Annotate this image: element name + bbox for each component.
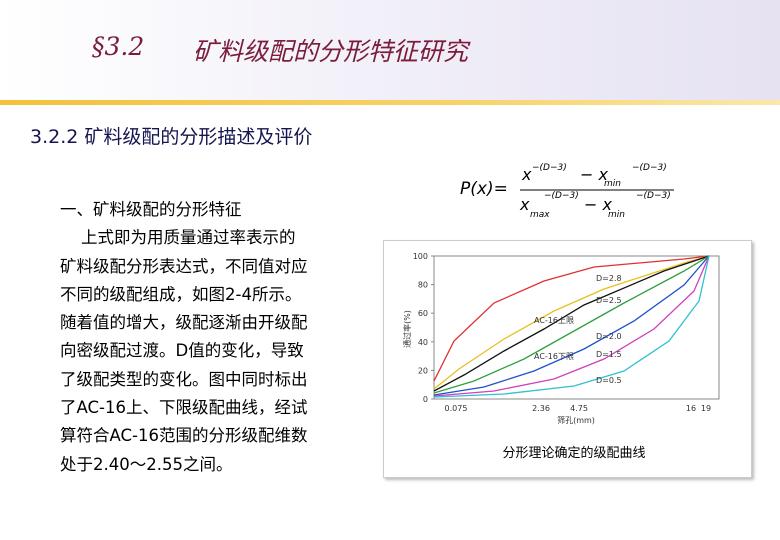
figure-caption: 分形理论确定的级配曲线 — [502, 445, 645, 461]
body-line: 上式即为用质量通过率表示的 — [60, 228, 296, 248]
body-line: 矿料级配分形表达式，不同值对应 — [60, 256, 308, 276]
formula-part: − x — [584, 195, 612, 214]
body-line: 向密级配过渡。D值的变化，导致 — [60, 341, 304, 361]
formula-part: −(D−3) — [544, 191, 579, 201]
subtitle: 3.2.2 矿料级配的分形描述及评价 — [30, 126, 313, 148]
y-tick-label: 100 — [413, 252, 428, 261]
body-line: 随着值的增大，级配逐渐由开级配 — [60, 313, 308, 333]
body-line: 了级配类型的变化。图中同时标出 — [60, 369, 308, 389]
formula-part: max — [530, 210, 550, 220]
formula-part: min — [608, 210, 625, 220]
y-tick-label: 20 — [418, 366, 428, 375]
formula-part: min — [604, 179, 621, 189]
curve-label: D=0.5 — [596, 376, 622, 385]
formula-part: x — [519, 195, 530, 214]
y-tick-label: 80 — [418, 281, 428, 290]
curves — [433, 255, 710, 398]
x-tick-label: 19 — [701, 404, 711, 413]
header-rule — [0, 100, 780, 105]
body-line: 不同的级配组成，如图2-4所示。 — [60, 284, 302, 304]
x-tick-label: 16 — [686, 404, 696, 413]
curve-label: AC-16下限 — [534, 352, 574, 361]
y-tick-label: 0 — [423, 395, 428, 404]
body-text: 一、矿料级配的分形特征 上式即为用质量通过率表示的 矿料级配分形表达式，不同值对应… — [60, 196, 380, 479]
curve — [433, 255, 710, 390]
figure: 0 20 40 60 80 100 0.075 2.36 4.75 16 19 通过率(%) 筛孔(mm… — [383, 240, 752, 478]
formula-part: x — [521, 165, 532, 184]
curve-label: D=2.0 — [596, 332, 622, 341]
curve-label: D=2.8 — [596, 274, 622, 283]
curve — [433, 255, 710, 398]
curve — [433, 255, 710, 392]
formula-part: −(D−3) — [632, 163, 667, 173]
y-tick-label: 40 — [418, 338, 428, 347]
curve-label: D=2.5 — [596, 296, 622, 305]
y-tick-label: 60 — [418, 309, 428, 318]
x-tick-label: 0.075 — [445, 404, 468, 413]
header-band — [0, 0, 780, 100]
formula-part: −(D−3) — [532, 163, 567, 173]
y-axis-label: 通过率(%) — [402, 310, 412, 348]
formula-part: −(D−3) — [636, 191, 671, 201]
curve-label: AC-16上限 — [534, 316, 574, 325]
x-tick-label: 2.36 — [532, 404, 550, 413]
curve — [433, 255, 710, 382]
curve — [433, 255, 710, 396]
body-line: 一、矿料级配的分形特征 — [60, 200, 242, 219]
plot-area — [433, 255, 720, 400]
slide-title: 矿料级配的分形特征研究 — [193, 37, 469, 66]
formula-lhs: P(x)= — [460, 179, 508, 199]
curve — [433, 255, 710, 397]
body-line: 算符合AC-16范围的分形级配维数 — [60, 426, 308, 446]
section-number: §3.2 — [92, 32, 145, 61]
gradation-chart: 0 20 40 60 80 100 0.075 2.36 4.75 16 19 通过率(%) 筛孔(mm… — [402, 252, 720, 461]
formula: P(x)= x −(D−3) − x min −(D−3) x max −(D−… — [460, 163, 674, 220]
formula-part: − x — [580, 165, 608, 184]
x-axis-label: 筛孔(mm) — [557, 415, 595, 425]
curve — [433, 255, 710, 394]
body-line: 了AC-16上、下限级配曲线，经试 — [60, 398, 308, 418]
curve-label: D=1.5 — [596, 350, 622, 359]
x-tick-label: 4.75 — [570, 404, 588, 413]
body-line: 处于2.40～2.55之间。 — [60, 454, 233, 474]
